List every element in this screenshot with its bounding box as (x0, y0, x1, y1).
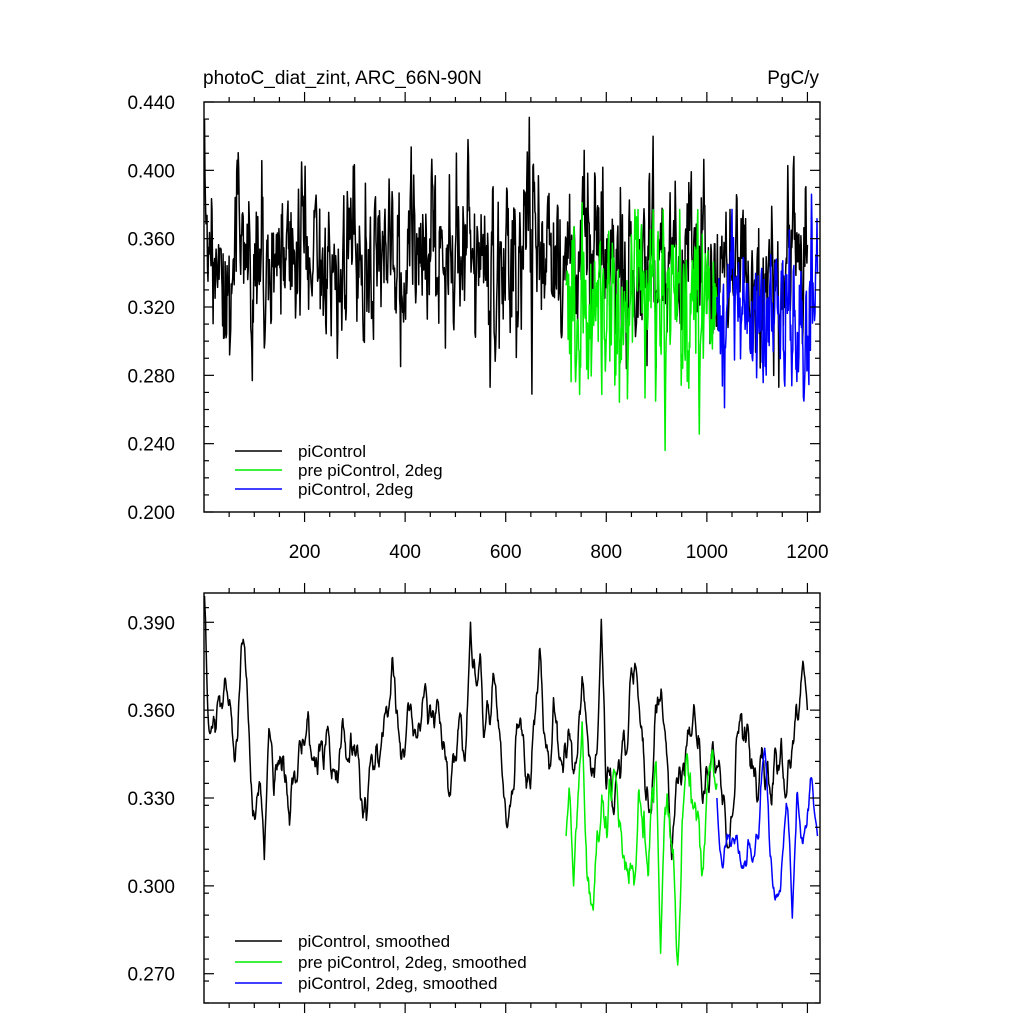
y-tick-label: 0.240 (127, 435, 175, 456)
legend-label: piControl, 2deg, smoothed (298, 974, 497, 993)
bottom-series-group (203, 595, 819, 966)
top-series-group (203, 116, 819, 452)
legend-label: piControl (298, 442, 366, 461)
x-tick-label: 800 (590, 542, 622, 563)
bottom-chart-panel: 0.270 0.300 0.330 0.360 0.390 piControl, smo… (127, 583, 821, 1013)
y-tick-label: 0.360 (127, 701, 175, 722)
x-tick-label: 1000 (686, 542, 728, 563)
top-axis-ticks: 0.200 0.240 0.280 0.320 0.360 0.400 0.440 200 40… (127, 92, 829, 563)
y-tick-label: 0.400 (127, 161, 175, 182)
x-tick-label: 1200 (786, 542, 828, 563)
legend-label: pre piControl, 2deg (298, 461, 443, 480)
bottom-legend: piControl, smoothed pre piControl, 2deg, … (235, 932, 527, 993)
x-tick-label: 200 (289, 542, 321, 563)
chart-title: photoC_diat_zint, ARC_66N-90N (203, 68, 482, 89)
y-tick-label: 0.300 (127, 877, 175, 898)
series-line-pre-picontrol-2deg (565, 202, 718, 452)
series-line-pre-picontrol-2deg-smoothed (565, 721, 718, 966)
legend-label: piControl, 2deg (298, 480, 413, 499)
bottom-axis-ticks: 0.270 0.300 0.330 0.360 0.390 (127, 583, 820, 1013)
y-tick-label: 0.360 (127, 230, 175, 251)
x-tick-label: 400 (389, 542, 421, 563)
y-tick-label: 0.280 (127, 366, 175, 387)
y-tick-label: 0.270 (127, 965, 175, 986)
legend-label: piControl, smoothed (298, 932, 450, 951)
y-tick-label: 0.200 (127, 503, 175, 524)
x-tick-label: 600 (490, 542, 522, 563)
y-tick-label: 0.320 (127, 298, 175, 319)
y-tick-label: 0.390 (127, 613, 175, 634)
series-line-picontrol-2deg (716, 193, 819, 409)
series-line-picontrol-smoothed (203, 595, 809, 861)
y-tick-label: 0.440 (127, 93, 175, 114)
y-tick-label: 0.330 (127, 789, 175, 810)
series-line-picontrol-2deg-smoothed (716, 747, 819, 919)
chart-units: PgC/y (767, 68, 819, 89)
top-chart-panel: photoC_diat_zint, ARC_66N-90N PgC/y 0.20… (127, 68, 828, 563)
legend-label: pre piControl, 2deg, smoothed (298, 953, 527, 972)
